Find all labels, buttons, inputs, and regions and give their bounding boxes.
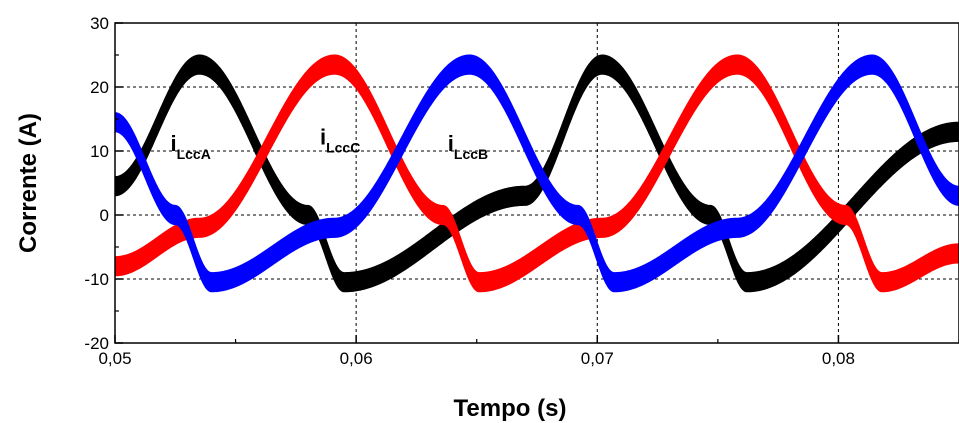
series-label-main: i — [170, 131, 176, 156]
y-axis-title: Corrente (A) — [15, 113, 42, 253]
axis-ticks: 0,05 0,06 0,07 0,08 -20 -10 0 10 20 30 — [84, 14, 959, 368]
series-group — [115, 54, 959, 293]
series-label-subscript: LccA — [177, 146, 211, 162]
x-axis-title: Tempo (s) — [454, 395, 567, 422]
y-tick-label: 0 — [100, 206, 109, 225]
x-tick-label: 0,06 — [340, 349, 373, 368]
y-tick-label: -10 — [84, 270, 109, 289]
series-label-main: i — [448, 131, 454, 156]
series-label-iLccC: iLccC — [320, 125, 360, 156]
x-tick-label: 0,07 — [581, 349, 614, 368]
x-tick-label: 0,05 — [98, 349, 131, 368]
y-tick-label: 30 — [90, 14, 109, 33]
x-tick-label: 0,08 — [822, 349, 855, 368]
series-label-main: i — [320, 125, 326, 150]
series-label-iLccB: iLccB — [448, 131, 488, 162]
y-tick-label: 10 — [90, 142, 109, 161]
series-band-iLccB — [115, 54, 959, 293]
series-band-iLccA — [115, 54, 959, 293]
y-tick-label: -20 — [84, 334, 109, 353]
y-tick-label: 20 — [90, 78, 109, 97]
series-label-subscript: LccC — [326, 140, 360, 156]
series-label-iLccA: iLccA — [170, 131, 210, 162]
series-label-subscript: LccB — [454, 146, 488, 162]
